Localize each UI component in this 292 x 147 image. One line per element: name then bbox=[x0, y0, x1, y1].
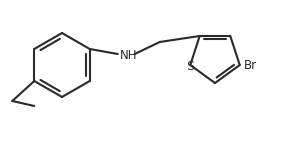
Text: NH: NH bbox=[120, 49, 137, 61]
Text: S: S bbox=[186, 60, 194, 72]
Text: Br: Br bbox=[244, 59, 257, 72]
